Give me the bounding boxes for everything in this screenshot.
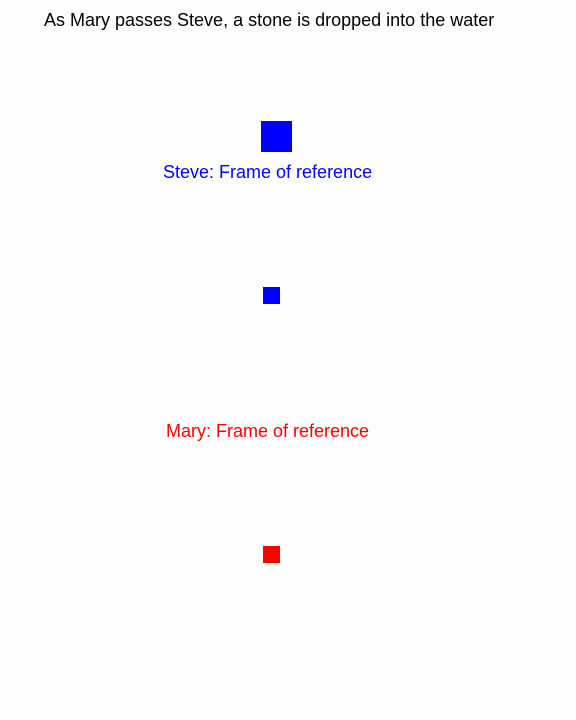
steve-frame-label: Steve: Frame of reference [163,162,373,182]
diagram-title: As Mary passes Steve, a stone is dropped… [44,10,495,30]
mary-marker [263,546,280,563]
steve-marker-small [263,287,280,304]
steve-marker-large [261,121,292,152]
mary-frame-label: Mary: Frame of reference [166,421,370,441]
